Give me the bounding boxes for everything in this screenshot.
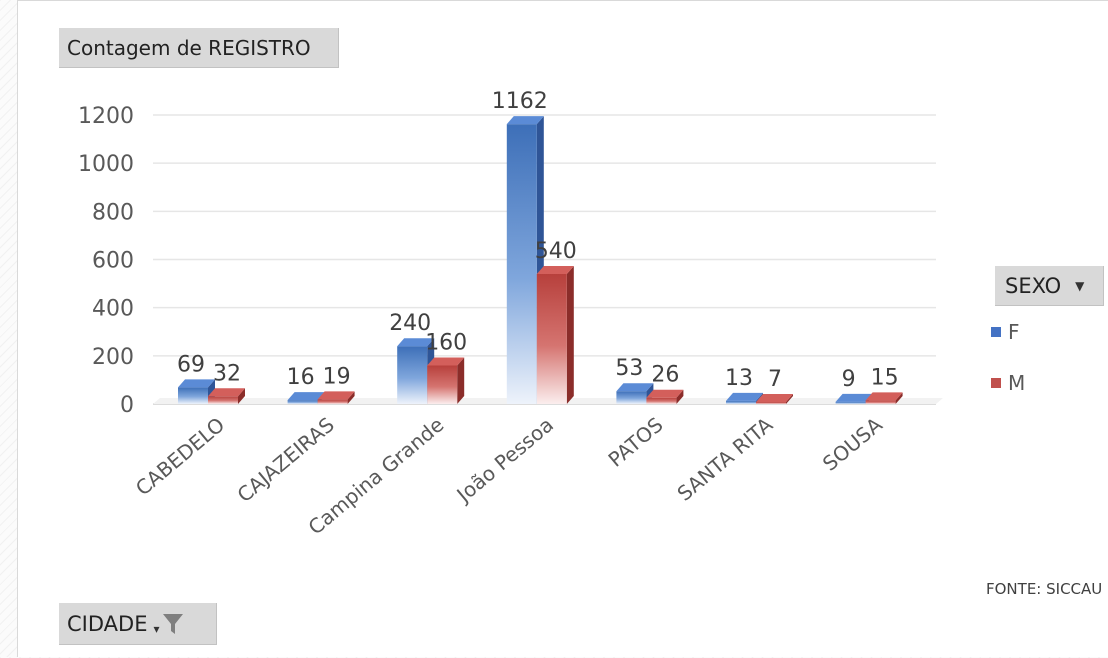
bar-m-3: [536, 265, 574, 404]
bar-front: [317, 399, 348, 404]
y-tick-label: 400: [92, 297, 134, 322]
bar-top: [835, 393, 873, 402]
dropdown-arrow-icon: ▼: [1075, 278, 1085, 293]
data-label-f-0: 69: [177, 352, 205, 377]
legend-title: SEXO: [1005, 273, 1062, 298]
y-tick-label: 600: [92, 249, 134, 274]
bar-side: [895, 392, 903, 404]
legend-label-f: F: [1008, 320, 1020, 344]
bar-front: [616, 391, 647, 404]
data-label-f-1: 16: [287, 365, 315, 390]
category-label-4: PATOS: [603, 412, 667, 471]
y-tick-label: 0: [120, 393, 134, 418]
bar-m-1: [317, 391, 355, 404]
legend-swatch-f: [991, 327, 1001, 337]
legend-swatch-m: [991, 378, 1001, 388]
bar-front: [178, 387, 208, 404]
bar-top: [726, 392, 763, 401]
bar-front: [835, 401, 866, 404]
data-label-m-0: 32: [213, 361, 241, 386]
source-note: FONTE: SICCAU: [986, 580, 1103, 598]
data-label-f-3: 1162: [492, 89, 548, 114]
y-tick-label: 200: [92, 345, 134, 370]
legend-label-m: M: [1008, 371, 1026, 395]
bar-top: [287, 392, 325, 401]
data-label-f-4: 53: [615, 356, 643, 381]
bar-front: [208, 396, 238, 404]
bar-front: [726, 400, 756, 404]
data-label-m-4: 26: [651, 363, 679, 388]
legend-field-button[interactable]: SEXO ▼: [995, 266, 1104, 306]
bar-top: [616, 383, 654, 392]
bar-front: [756, 402, 786, 404]
legend-item-f[interactable]: F: [991, 320, 1020, 344]
y-tick-label: 1200: [78, 104, 134, 129]
axis-field-label: CIDADE: [67, 611, 148, 636]
bar-front: [427, 365, 458, 404]
category-label-3: João Pessoa: [451, 412, 558, 507]
bar-top: [536, 265, 574, 274]
data-label-f-2: 240: [389, 311, 431, 336]
bar-chart: 0 200 400 600 800 1000 1200 69 32 CABEDELO 16 19 CAJ…: [78, 89, 943, 539]
category-label-5: SANTA RITA: [672, 412, 777, 506]
bar-top: [427, 357, 465, 366]
data-label-m-3: 540: [535, 239, 577, 264]
bar-top: [506, 116, 544, 125]
data-label-m-5: 7: [768, 367, 782, 392]
bar-side: [566, 265, 574, 404]
data-label-f-6: 9: [842, 367, 856, 392]
bar-front: [865, 400, 896, 404]
bar-side: [786, 394, 793, 404]
bar-m-5: [756, 394, 793, 404]
bar-front: [536, 273, 567, 404]
bar-top: [756, 394, 793, 402]
bar-side: [238, 388, 245, 404]
bar-side: [676, 389, 684, 404]
bar-top: [397, 338, 435, 347]
bar-side: [457, 357, 465, 404]
bar-front: [646, 397, 677, 404]
bar-top: [208, 388, 245, 397]
bar-top: [317, 391, 355, 400]
bar-top: [178, 379, 215, 388]
data-label-m-6: 15: [871, 365, 899, 390]
dropdown-arrow-icon: ▾: [153, 621, 160, 636]
bar-front: [287, 400, 318, 404]
pivot-chart-area: 0 200 400 600 800 1000 1200 69 32 CABEDELO 16 19 CAJ…: [17, 0, 1108, 657]
bar-top: [865, 392, 903, 401]
y-tick-label: 1000: [78, 152, 134, 177]
category-label-1: CAJAZEIRAS: [233, 412, 339, 507]
data-label-m-2: 160: [425, 330, 467, 355]
bar-top: [646, 389, 684, 398]
chart-title: Contagem de REGISTRO: [67, 35, 311, 60]
bar-front: [506, 124, 537, 404]
legend-item-m[interactable]: M: [991, 371, 1025, 395]
category-label-0: CABEDELO: [131, 412, 229, 500]
bar-m-4: [646, 389, 684, 404]
filter-funnel-icon: [162, 613, 183, 634]
data-label-m-1: 19: [323, 364, 351, 389]
category-label-6: SOUSA: [818, 412, 887, 475]
bar-f-3: [506, 116, 544, 404]
value-field-button[interactable]: Contagem de REGISTRO: [59, 28, 339, 68]
bar-side: [347, 391, 355, 404]
axis-field-button[interactable]: CIDADE ▾: [59, 603, 217, 645]
data-label-f-5: 13: [725, 366, 753, 391]
bar-m-6: [865, 392, 903, 404]
bar-m-2: [427, 357, 465, 404]
bar-m-0: [208, 388, 245, 404]
bar-front: [397, 346, 428, 404]
y-tick-label: 800: [92, 200, 134, 225]
